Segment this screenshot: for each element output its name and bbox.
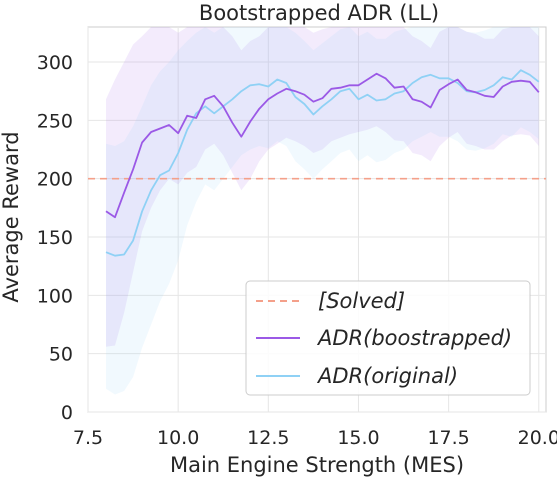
- x-tick-label: 12.5: [247, 427, 289, 449]
- legend-box: [245, 280, 531, 396]
- x-tick-label: 15.0: [337, 427, 379, 449]
- y-tick-label: 300: [37, 52, 73, 74]
- legend-solved-label: [Solved]: [318, 289, 405, 313]
- x-tick-labels: 7.5 10.0 12.5 15.0 17.5 20.0: [73, 427, 557, 449]
- legend: [Solved] ADR(boostrapped) ADR(original): [245, 280, 531, 396]
- x-axis-label: Main Engine Strength (MES): [170, 453, 464, 477]
- x-tick-label: 17.5: [427, 427, 469, 449]
- y-tick-label: 100: [37, 285, 73, 307]
- series-lines: [105, 69, 540, 257]
- y-tick-label: 200: [37, 169, 73, 191]
- y-tick-label: 0: [61, 402, 73, 424]
- original-confidence-band: [106, 27, 539, 395]
- x-tick-label: 7.5: [73, 427, 103, 449]
- legend-original-label: ADR(original): [316, 364, 458, 388]
- y-tick-label: 50: [49, 344, 73, 366]
- bootstrapped-series-line: [105, 72, 540, 219]
- chart-title: Bootstrapped ADR (LL): [199, 1, 439, 25]
- y-tick-label: 150: [37, 227, 73, 249]
- x-tick-label: 10.0: [157, 427, 199, 449]
- y-tick-labels: 0 50 100 150 200 250 300: [37, 52, 73, 424]
- y-axis-label: Average Reward: [0, 131, 23, 302]
- y-tick-label: 250: [37, 110, 73, 132]
- legend-bootstrapped-label: ADR(boostrapped): [316, 326, 512, 350]
- original-series-line: [105, 69, 540, 257]
- x-tick-label: 20.0: [518, 427, 557, 449]
